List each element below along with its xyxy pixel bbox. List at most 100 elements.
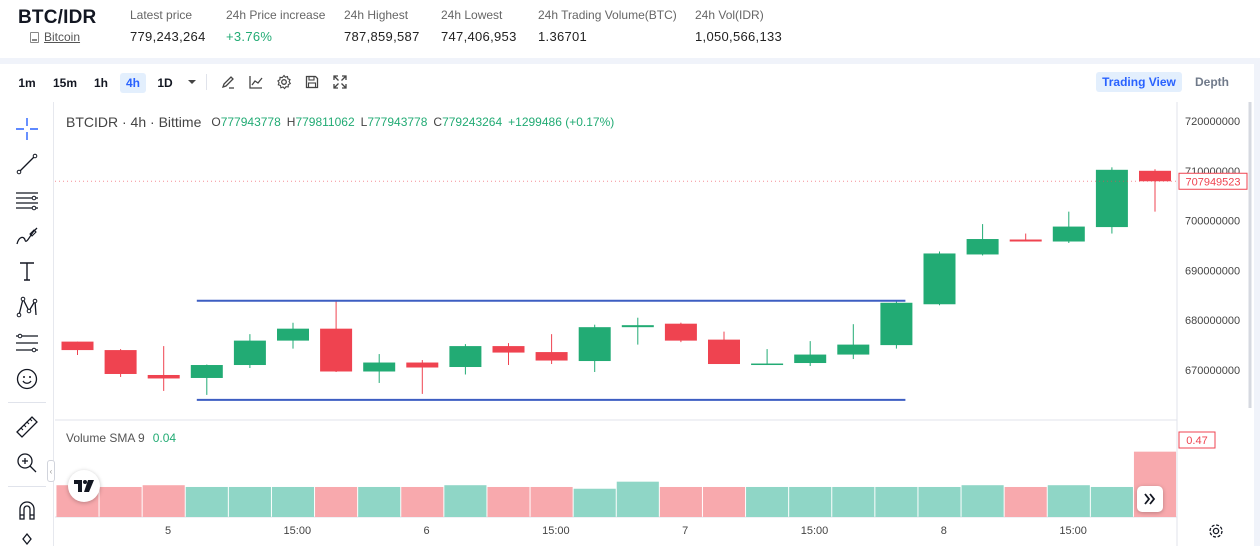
candle-body: [233, 340, 266, 366]
candle-body: [61, 341, 94, 351]
magnet-tool[interactable]: [14, 498, 40, 524]
volume-bar: [1004, 486, 1047, 517]
book-icon: [30, 31, 39, 43]
crosshair-icon: [16, 118, 38, 140]
candle-body: [1139, 170, 1171, 182]
candle-body: [923, 253, 956, 305]
volume-bar: [530, 486, 573, 517]
timeframe-15m[interactable]: 15m: [52, 76, 78, 90]
tab-depth[interactable]: Depth: [1195, 75, 1229, 89]
price-tick-label: 680000000: [1185, 315, 1240, 327]
volume-legend-value: 0.04: [152, 431, 177, 445]
fullscreen-icon[interactable]: [332, 74, 348, 90]
scroll-to-latest-button[interactable]: [1137, 486, 1163, 512]
price-tick-label: 670000000: [1185, 365, 1240, 377]
timeframe-1m[interactable]: 1m: [18, 76, 36, 90]
horizontal-lines-tool[interactable]: [14, 187, 40, 213]
volume-bar: [1090, 486, 1133, 517]
price-chart[interactable]: 7200000007100000007000000006900000006800…: [0, 64, 1254, 546]
stat-label: 24h Trading Volume(BTC): [538, 8, 677, 22]
legend-high-value: 779811062: [295, 115, 355, 129]
horizontal-lines-icon: [16, 192, 38, 211]
volume-bar: [875, 486, 918, 517]
zoom-in-tool[interactable]: [14, 450, 40, 476]
save-icon[interactable]: [304, 74, 320, 90]
pattern-icon: [16, 296, 38, 318]
time-tick-label: 15:00: [284, 525, 312, 537]
brush-tool[interactable]: [14, 223, 40, 249]
stat-value: 747,406,953: [441, 29, 517, 44]
volume-bar: [918, 486, 961, 517]
coin-link[interactable]: Bitcoin: [30, 30, 80, 44]
drawbar-divider: [8, 486, 46, 487]
volume-bar: [573, 488, 616, 517]
legend-low: L777943778: [361, 115, 428, 130]
candle-body: [320, 328, 353, 372]
axis-settings-icon[interactable]: [1209, 524, 1223, 538]
candle-body: [190, 365, 223, 378]
timeframe-1d[interactable]: 1D: [157, 76, 173, 90]
volume-bar: [659, 486, 702, 517]
legend-low-label: L: [360, 115, 368, 129]
volume-bar: [832, 486, 875, 517]
emoji-icon: [16, 368, 38, 390]
stat-label: 24h Highest: [344, 8, 409, 22]
fib-icon: [16, 333, 38, 353]
plot-area: [56, 167, 1177, 517]
timeframe-4h[interactable]: 4h: [120, 73, 146, 93]
volume-bar: [99, 486, 142, 517]
volume-bar: [358, 486, 401, 517]
coin-link-label[interactable]: Bitcoin: [44, 30, 81, 44]
volume-bar: [185, 486, 228, 517]
candle-body: [1052, 226, 1085, 242]
timeframe-1h[interactable]: 1h: [93, 76, 108, 90]
last-volume-badge: [1178, 431, 1216, 449]
time-tick-label: 7: [682, 525, 688, 537]
candle-body: [880, 302, 913, 346]
volume-bar: [746, 486, 789, 517]
time-tick-label: 8: [941, 525, 947, 537]
brush-tool-icon: [16, 227, 38, 245]
candle-body: [104, 350, 137, 374]
stat-value: 1.36701: [538, 29, 588, 44]
chevron-down-icon[interactable]: [184, 74, 200, 90]
candle-body: [1009, 239, 1042, 242]
fib-tool[interactable]: [14, 330, 40, 356]
candle-body: [708, 339, 740, 365]
legend-open-label: O: [211, 115, 221, 129]
time-tick-label: 15:00: [801, 525, 829, 537]
settings-icon[interactable]: [276, 74, 292, 90]
volume-bar: [401, 486, 444, 517]
pattern-tool[interactable]: [14, 294, 40, 320]
crosshair-tool[interactable]: [14, 116, 40, 142]
tradingview-logo[interactable]: [68, 470, 100, 502]
stat-value: 779,243,264: [130, 29, 206, 44]
indicator-icon[interactable]: [248, 74, 264, 90]
legend-change: +1299486 (+0.17%): [508, 115, 615, 129]
drawbar-divider: [8, 402, 46, 403]
stat-highest: 24h Highest 787,859,587: [344, 8, 420, 44]
candle-body: [966, 239, 999, 255]
zoom-in-icon: [17, 453, 37, 473]
ruler-tool[interactable]: [14, 414, 40, 440]
collapse-drawbar-button[interactable]: ‹: [47, 460, 55, 482]
candle-body: [363, 362, 396, 372]
volume-bar: [142, 485, 185, 517]
emoji-tool[interactable]: [14, 366, 40, 392]
brush-icon[interactable]: [220, 74, 236, 90]
text-tool[interactable]: [14, 258, 40, 284]
double-chevron-right-icon: [1144, 493, 1156, 505]
candle-body: [621, 325, 654, 328]
trend-line-tool[interactable]: [14, 151, 40, 177]
tab-trading-view[interactable]: Trading View: [1096, 72, 1182, 92]
lock-tool[interactable]: [14, 532, 40, 546]
trend-line-icon: [16, 153, 38, 175]
stat-label: 24h Price increase: [226, 8, 326, 22]
stat-value: 787,859,587: [344, 29, 420, 44]
chart-toolbar: 1m 15m 1h 4h 1D Trading View Depth: [0, 64, 1254, 102]
candle-body: [492, 346, 525, 353]
stat-volume-btc: 24h Trading Volume(BTC) 1.36701: [538, 8, 677, 44]
stat-label: 24h Lowest: [441, 8, 503, 22]
stat-price-increase: 24h Price increase +3.76%: [226, 8, 325, 44]
